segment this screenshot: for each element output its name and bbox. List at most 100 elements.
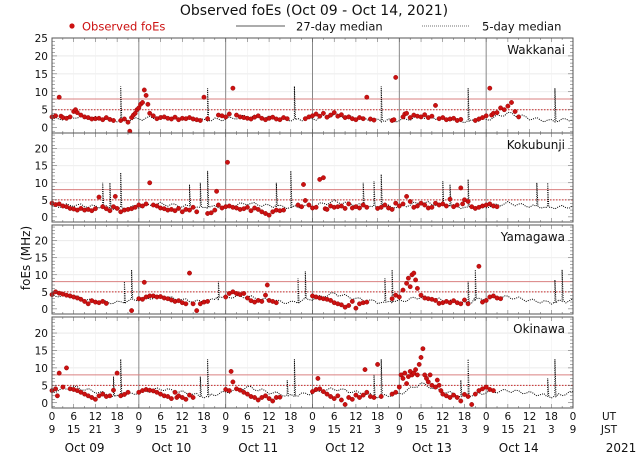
observed-point xyxy=(360,202,366,208)
panel-kokubunji: 0 5 10 15 20 Kokubunji xyxy=(35,132,574,224)
observed-point xyxy=(197,118,203,123)
observed-point xyxy=(190,301,196,307)
observed-point xyxy=(241,291,247,296)
observed-point xyxy=(378,394,384,399)
observed-point xyxy=(487,201,493,207)
observed-point xyxy=(375,361,380,367)
y-tick-label: 15 xyxy=(35,161,48,173)
day-label: Oct 13 xyxy=(412,441,452,455)
observed-point xyxy=(404,381,409,386)
observed-point xyxy=(472,391,478,397)
observed-point xyxy=(255,113,261,119)
x-tick-label-ut: 12 xyxy=(176,411,189,423)
observed-point xyxy=(391,117,397,123)
x-tick-label-ut: 6 xyxy=(418,411,425,423)
observed-point xyxy=(85,301,91,307)
observed-point xyxy=(338,397,344,403)
observed-point xyxy=(125,119,131,125)
observed-point xyxy=(100,117,106,123)
y-tick-label: 15 xyxy=(35,345,48,357)
observed-point xyxy=(460,201,465,207)
observed-point xyxy=(364,389,370,395)
observed-point xyxy=(465,199,471,204)
x-tick-label-jst: 9 xyxy=(49,424,56,436)
observed-point xyxy=(320,110,326,116)
observed-point xyxy=(147,180,153,186)
x-tick-label-jst: 15 xyxy=(414,424,427,436)
observed-point xyxy=(187,207,192,213)
observed-point xyxy=(212,207,218,213)
legend-observed-marker xyxy=(69,23,75,29)
observed-point xyxy=(96,194,102,200)
y-tick-label: 10 xyxy=(35,87,48,99)
observed-point xyxy=(335,393,341,399)
observed-point xyxy=(418,292,424,298)
y-tick-label: 15 xyxy=(35,253,48,265)
observed-point xyxy=(414,203,420,209)
observed-point xyxy=(313,204,319,210)
observed-point xyxy=(208,210,214,216)
observed-point xyxy=(490,388,496,393)
observed-point xyxy=(320,389,326,394)
observed-point xyxy=(237,387,243,393)
x-tick-label-ut: 6 xyxy=(505,411,512,423)
observed-point xyxy=(306,202,312,208)
y-tick-label: 10 xyxy=(35,178,48,190)
x-tick-label-jst: 15 xyxy=(501,424,514,436)
observed-point xyxy=(418,354,424,360)
x-tick-label-jst: 3 xyxy=(287,424,294,436)
observed-point xyxy=(407,199,413,204)
y-tick-label: 0 xyxy=(41,123,48,135)
median-5day-line xyxy=(51,269,574,306)
observed-point xyxy=(141,279,147,285)
observed-point xyxy=(172,389,178,395)
observed-point xyxy=(422,112,428,118)
observed-point xyxy=(416,361,422,367)
x-tick-label-jst: 3 xyxy=(548,424,555,436)
observed-point xyxy=(462,391,467,397)
observed-point xyxy=(264,282,270,288)
observed-point xyxy=(190,204,196,210)
observed-point xyxy=(255,206,261,212)
observed-point xyxy=(454,395,460,400)
observed-point xyxy=(389,296,395,302)
x-tick-label-jst: 21 xyxy=(89,424,102,436)
x-tick-label-ut: 12 xyxy=(349,411,362,423)
observed-point xyxy=(194,308,200,313)
observed-point xyxy=(413,277,418,283)
x-tick-label-ut: 6 xyxy=(244,411,251,423)
x-tick-label-jst: 9 xyxy=(570,424,577,436)
observed-point xyxy=(53,113,58,119)
observed-point xyxy=(263,292,268,298)
y-tick-label: 10 xyxy=(35,363,48,375)
observed-point xyxy=(458,398,464,404)
observed-point xyxy=(364,204,370,210)
observed-point xyxy=(425,379,431,385)
y-axis-label: foEs (MHz) xyxy=(19,226,33,290)
observed-point xyxy=(93,206,98,212)
observed-point xyxy=(313,111,319,117)
x-tick-label-ut: 18 xyxy=(545,411,558,423)
x-tick-label-ut: 6 xyxy=(331,411,338,423)
observed-point xyxy=(244,391,250,397)
observed-point xyxy=(328,394,333,399)
observed-point xyxy=(440,115,446,121)
observed-point xyxy=(483,297,489,303)
x-tick-label-jst: 21 xyxy=(176,424,189,436)
observed-point xyxy=(114,370,120,376)
observed-point xyxy=(434,377,440,383)
x-tick-label-ut: 0 xyxy=(396,411,403,423)
observed-point xyxy=(393,200,399,206)
observed-point xyxy=(324,114,330,120)
observed-point xyxy=(277,117,283,123)
observed-point xyxy=(89,208,95,214)
observed-point xyxy=(328,112,333,118)
y-tick-label: 20 xyxy=(35,51,48,63)
observed-point xyxy=(78,296,84,302)
observed-point xyxy=(263,393,268,399)
observed-point xyxy=(74,110,80,116)
observed-point xyxy=(516,114,522,120)
observed-point xyxy=(225,159,230,165)
y-tick-label: 0 xyxy=(41,212,48,224)
